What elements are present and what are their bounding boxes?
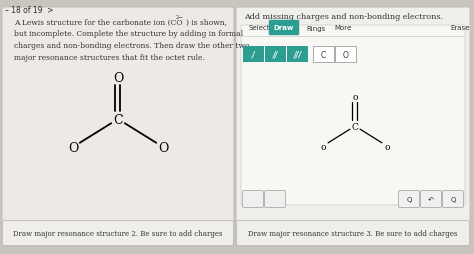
Text: Select: Select [249,25,271,31]
Text: O: O [113,71,123,84]
FancyBboxPatch shape [2,8,234,246]
Text: C: C [352,122,358,131]
FancyBboxPatch shape [443,191,464,208]
Text: Add missing charges and non-bonding electrons.: Add missing charges and non-bonding elec… [244,13,443,21]
FancyBboxPatch shape [243,47,264,63]
Text: ///: /// [293,50,301,59]
Text: A Lewis structure for the carbonate ion (CO: A Lewis structure for the carbonate ion … [14,19,182,27]
FancyBboxPatch shape [265,47,286,63]
FancyBboxPatch shape [236,8,470,246]
Text: Q: Q [450,196,456,202]
Text: C: C [113,113,123,126]
Text: but incomplete. Complete the structure by adding in formal: but incomplete. Complete the structure b… [14,30,243,38]
FancyBboxPatch shape [287,47,308,63]
FancyBboxPatch shape [313,47,334,63]
FancyBboxPatch shape [269,21,299,36]
FancyBboxPatch shape [420,191,441,208]
Text: Q: Q [406,196,412,202]
Text: Draw major resonance structure 3. Be sure to add charges: Draw major resonance structure 3. Be sur… [248,229,458,237]
FancyBboxPatch shape [399,191,419,208]
Text: charges and non-bonding electrons. Then draw the other two: charges and non-bonding electrons. Then … [14,42,249,50]
FancyBboxPatch shape [264,191,285,208]
Text: O: O [158,141,168,154]
Text: Draw major resonance structure 2. Be sure to add charges: Draw major resonance structure 2. Be sur… [13,229,223,237]
FancyBboxPatch shape [241,26,465,205]
FancyBboxPatch shape [243,191,264,208]
Text: O: O [343,50,348,59]
Text: Rings: Rings [306,25,325,31]
Text: o: o [384,142,390,151]
Text: Draw: Draw [274,25,294,31]
Text: ↶: ↶ [428,196,434,202]
Text: ) is shown,: ) is shown, [186,19,227,27]
FancyBboxPatch shape [2,221,234,246]
Text: More: More [334,25,351,31]
Text: C: C [321,50,326,59]
Text: /: / [252,50,255,59]
FancyBboxPatch shape [335,47,356,63]
Text: //: // [273,50,278,59]
Text: O: O [68,141,78,154]
Text: major resonance structures that fit the octet rule.: major resonance structures that fit the … [14,53,205,61]
FancyBboxPatch shape [237,221,470,246]
Text: 2−: 2− [176,15,184,20]
Text: Erase: Erase [450,25,469,31]
Text: o: o [320,142,326,151]
Text: o: o [352,92,358,101]
Text: – 18 of 19  >: – 18 of 19 > [5,6,54,15]
